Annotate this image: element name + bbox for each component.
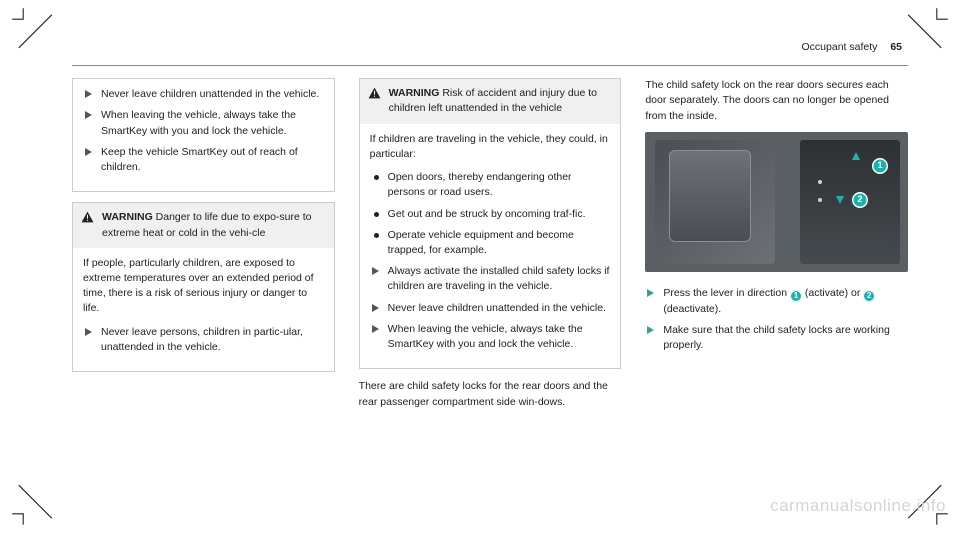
warning-action-list: Always activate the installed child safe…	[370, 264, 611, 352]
list-item: Press the lever in direction 1 (activate…	[645, 286, 908, 317]
warning-triangle-icon	[368, 87, 381, 99]
list-item: Always activate the installed child safe…	[370, 264, 611, 294]
warning-bullet-list: Open doors, thereby endangering other pe…	[370, 170, 611, 258]
instruction-box: Never leave children unattended in the v…	[72, 78, 335, 192]
column-3: The child safety lock on the rear doors …	[645, 78, 908, 503]
list-item: Never leave persons, children in partic‑…	[83, 325, 324, 355]
warning-header: WARNING Risk of accident and injury due …	[360, 79, 621, 123]
watermark: carmanualsonline.info	[770, 494, 946, 519]
list-item: Never leave children unattended in the v…	[83, 87, 324, 102]
warning-label: WARNING	[102, 211, 153, 223]
door-lock-figure: 1 2	[645, 132, 908, 272]
text: (deactivate).	[663, 303, 721, 315]
warning-title-wrap: WARNING Risk of accident and injury due …	[389, 86, 613, 116]
warning-header: WARNING Danger to life due to expo‑sure …	[73, 203, 334, 247]
warning-title-wrap: WARNING Danger to life due to expo‑sure …	[102, 210, 326, 240]
list-item: Never leave children unattended in the v…	[370, 301, 611, 316]
list-item: Operate vehicle equipment and become tra…	[370, 228, 611, 258]
figure-panel: 1 2	[800, 140, 900, 264]
warning-action-list: Never leave persons, children in partic‑…	[83, 325, 324, 355]
figure-dot	[818, 198, 822, 202]
warning-box: WARNING Danger to life due to expo‑sure …	[72, 202, 335, 372]
warning-label: WARNING	[389, 87, 440, 99]
inline-marker-1: 1	[790, 290, 802, 302]
text: Press the lever in direction	[663, 287, 790, 299]
page: Occupant safety 65 Never leave children …	[0, 0, 960, 533]
inline-marker-2: 2	[863, 290, 875, 302]
arrow-down-icon	[836, 196, 844, 204]
action-list: Press the lever in direction 1 (activate…	[645, 286, 908, 353]
corner-ornament-tr	[906, 6, 950, 50]
figure-door	[655, 140, 775, 264]
body-text: There are child safety locks for the rea…	[359, 379, 622, 409]
page-number: 65	[890, 41, 902, 53]
warning-box: WARNING Risk of accident and injury due …	[359, 78, 622, 369]
instruction-list: Never leave children unattended in the v…	[83, 87, 324, 175]
warning-body: If children are traveling in the vehicle…	[370, 132, 611, 162]
body-text: The child safety lock on the rear doors …	[645, 78, 908, 124]
column-1: Never leave children unattended in the v…	[72, 78, 335, 503]
section-title: Occupant safety	[802, 41, 878, 53]
corner-ornament-tl	[10, 6, 54, 50]
page-header: Occupant safety 65	[72, 40, 908, 55]
corner-ornament-bl	[10, 483, 54, 527]
column-2: WARNING Risk of accident and injury due …	[359, 78, 622, 503]
text: (activate) or	[802, 287, 863, 299]
list-item: Make sure that the child safety locks ar…	[645, 323, 908, 353]
list-item: When leaving the vehicle, always take th…	[370, 322, 611, 352]
columns: Never leave children unattended in the v…	[72, 78, 908, 503]
warning-body: If people, particularly children, are ex…	[83, 256, 324, 317]
list-item: Get out and be struck by oncoming traf‑f…	[370, 207, 611, 222]
list-item: Open doors, thereby endangering other pe…	[370, 170, 611, 200]
figure-marker-1: 1	[872, 158, 888, 174]
list-item: When leaving the vehicle, always take th…	[83, 108, 324, 138]
list-item: Keep the vehicle SmartKey out of reach o…	[83, 145, 324, 175]
warning-triangle-icon	[81, 211, 94, 223]
arrow-up-icon	[852, 152, 860, 160]
header-rule	[72, 65, 908, 66]
figure-dot	[818, 180, 822, 184]
figure-marker-2: 2	[852, 192, 868, 208]
